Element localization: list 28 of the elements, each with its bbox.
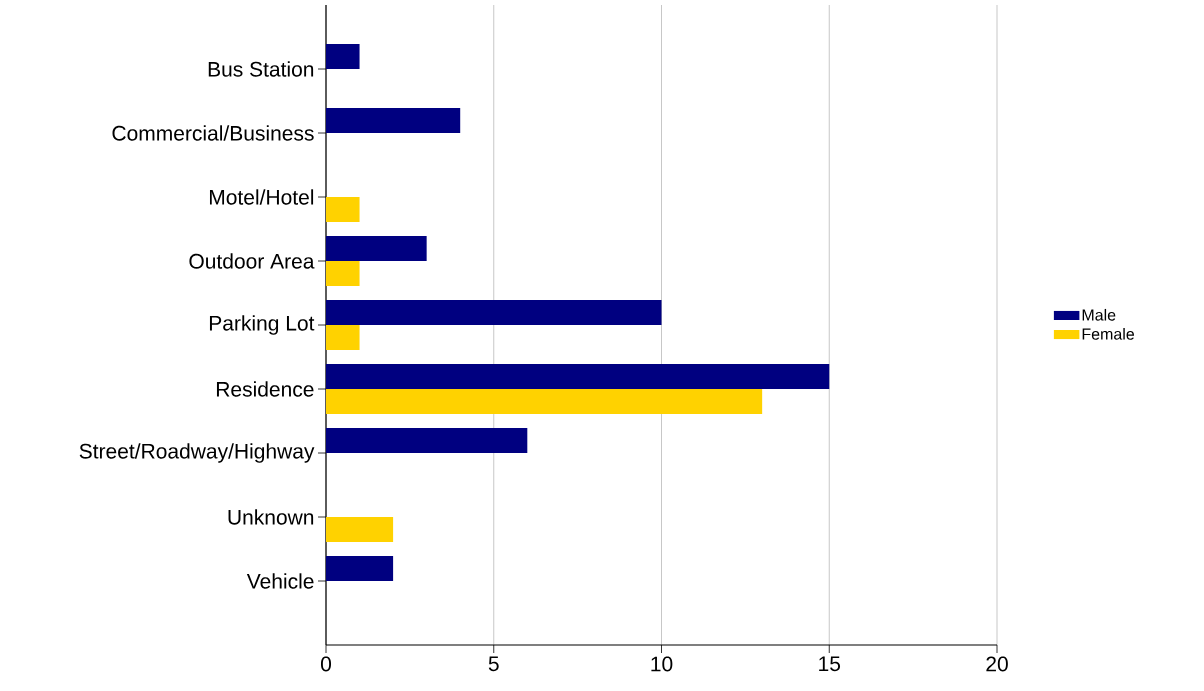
- y-tick-label: Outdoor Area: [189, 253, 315, 269]
- legend-label: Male: [1082, 308, 1116, 321]
- bar: [326, 364, 830, 390]
- bar: [326, 428, 528, 454]
- bar: [326, 44, 360, 69]
- bar: [326, 300, 662, 326]
- y-tick-label: Parking Lot: [209, 315, 315, 335]
- bar: [326, 325, 360, 350]
- x-tick-label: 15: [819, 656, 841, 672]
- y-tick-label: Vehicle: [246, 573, 314, 589]
- bar: [326, 389, 763, 414]
- bar: [326, 236, 427, 262]
- y-tick-label: Residence: [216, 381, 314, 397]
- bar: [326, 261, 360, 286]
- y-tick-label: Motel/Hotel: [209, 189, 314, 205]
- bar: [326, 197, 360, 222]
- x-tick-label: 5: [488, 656, 499, 672]
- bar: [326, 556, 394, 582]
- bar: [326, 108, 461, 133]
- legend-label: Female: [1082, 328, 1135, 340]
- y-tick-label: Street/Roadway/Highway: [79, 443, 315, 463]
- y-tick-label: Unknown: [228, 509, 314, 525]
- x-tick-label: 20: [986, 656, 1008, 672]
- y-tick-label: Commercial/Business: [112, 125, 314, 141]
- y-tick-label: Bus Station: [208, 61, 314, 77]
- x-tick-label: 10: [651, 656, 673, 672]
- x-tick-label: 0: [320, 656, 332, 672]
- bar: [326, 517, 394, 542]
